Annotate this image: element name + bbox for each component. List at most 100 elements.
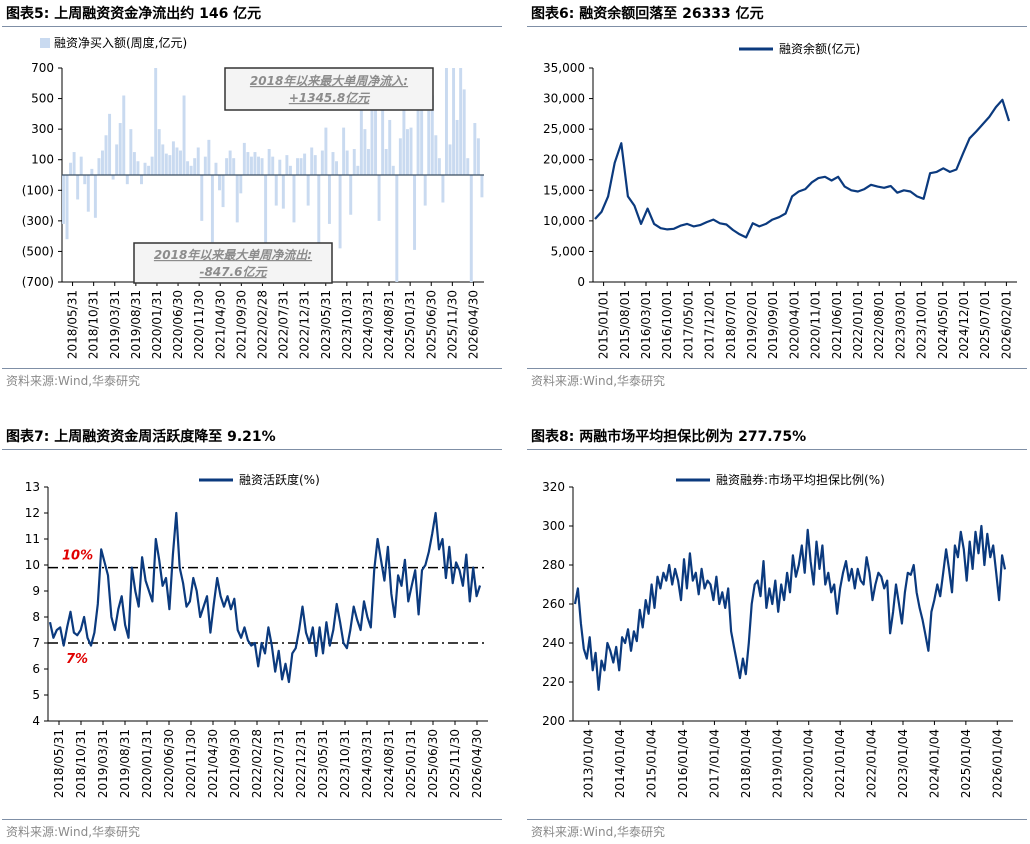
bar <box>193 158 197 175</box>
bar <box>381 68 385 175</box>
legend-label: 融资余额(亿元) <box>779 41 860 56</box>
bar <box>437 158 441 175</box>
x-tick-label: 2026/04/30 <box>466 290 480 359</box>
bar <box>79 156 83 175</box>
bar <box>257 156 260 175</box>
bar <box>370 104 374 175</box>
chart-panel-7: 图表7: 上周融资资金周活跃度降至 9.21% 13 12 11 10 9 8 7 6 5 4 20… <box>2 423 502 843</box>
bar <box>324 127 328 175</box>
bar <box>218 175 221 191</box>
x-tick-label: 2025/01/04 <box>959 729 973 798</box>
bar <box>402 89 406 175</box>
bar <box>253 152 257 175</box>
y-tick-label: 700 <box>31 61 54 75</box>
bar <box>157 129 161 175</box>
bar <box>377 175 381 221</box>
x-tick-label: 2019/03/31 <box>96 729 110 798</box>
y-tick-label: 300 <box>31 122 54 136</box>
x-tick-label: 2024/05/01 <box>936 290 950 359</box>
bar <box>97 158 101 175</box>
bar <box>129 129 133 175</box>
bar <box>65 175 69 240</box>
y-tick-label: (300) <box>22 214 54 228</box>
bar <box>299 158 303 175</box>
bar <box>327 175 331 224</box>
x-tick-label: 2021/09/30 <box>228 729 242 798</box>
x-tick-label: 2026/02/01 <box>999 290 1013 359</box>
legend-label: 融资融券:市场平均担保比例(%) <box>716 472 885 487</box>
x-tick-label: 2023/10/31 <box>338 729 352 798</box>
source-note: 资料来源:Wind,华泰研究 <box>531 374 666 388</box>
reference-label: 7% <box>66 652 88 667</box>
bar <box>143 162 147 175</box>
y-tick-label: 15,000 <box>543 183 585 197</box>
x-tick-label: 2023/01/04 <box>896 729 910 798</box>
y-tick-label: 8 <box>32 610 40 624</box>
y-tick-label: 11 <box>25 532 40 546</box>
annotation-box-max-inflow <box>224 67 434 111</box>
x-tick-label: 2019/09/01 <box>766 290 780 359</box>
bar <box>292 175 296 223</box>
bar <box>196 147 200 175</box>
title-divider <box>2 449 502 450</box>
bar <box>356 165 360 175</box>
x-tick-label: 2022/01/01 <box>851 290 865 359</box>
bar <box>441 175 445 203</box>
x-tick-label: 2020/01/31 <box>150 290 164 359</box>
x-tick-label: 2022/01/04 <box>865 729 879 798</box>
bar <box>200 175 204 221</box>
title-divider <box>527 26 1027 27</box>
chart-panel-5: 图表5: 上周融资资金净流出约 146 亿元 700 500 300 100 (100)… <box>2 0 502 420</box>
bar <box>313 155 317 175</box>
y-tick-label: 25,000 <box>543 122 585 136</box>
x-tick-label: 2013/01/04 <box>582 729 596 798</box>
bar <box>398 138 402 175</box>
bar <box>476 138 480 175</box>
y-tick-label: 220 <box>542 675 565 689</box>
y-tick-label: (700) <box>22 275 54 289</box>
x-tick-label: 2021/01/04 <box>833 729 847 798</box>
bar <box>164 153 168 175</box>
bar <box>462 89 466 175</box>
bar <box>338 175 342 249</box>
y-tick-label: 4 <box>32 714 40 728</box>
source-divider <box>2 819 502 820</box>
bar <box>374 89 378 175</box>
legend-label: 融资净买入额(周度,亿元) <box>54 35 187 50</box>
y-tick-label: 7 <box>32 636 40 650</box>
bar <box>186 161 190 175</box>
bar <box>168 155 172 175</box>
bar <box>363 129 367 175</box>
y-tick-label: 20,000 <box>543 153 585 167</box>
x-tick-label: 2018/05/31 <box>66 290 80 359</box>
bar <box>161 144 165 175</box>
bar <box>384 149 388 175</box>
x-tick-label: 2020/11/30 <box>184 729 198 798</box>
y-tick-label: 10 <box>25 558 40 572</box>
bar <box>306 175 310 206</box>
x-tick-label: 2024/03/31 <box>361 290 375 359</box>
title-divider <box>527 449 1027 450</box>
bar <box>359 68 363 175</box>
bar <box>239 175 243 194</box>
bar <box>221 175 225 208</box>
y-tick-label: 30,000 <box>543 92 585 106</box>
x-tick-label: 2018/01/04 <box>739 729 753 798</box>
bar <box>179 150 182 175</box>
x-tick-label: 2026/01/04 <box>990 729 1004 798</box>
collateral-ratio-line-chart: 320 300 280 260 240 220 200 2013/01/04 2014/01/0… <box>542 472 1013 798</box>
bar <box>136 161 140 175</box>
y-tick-label: (100) <box>22 183 54 197</box>
source-divider <box>2 368 502 369</box>
bar <box>83 175 87 185</box>
x-tick-label: 2025/11/30 <box>445 290 459 359</box>
y-tick-label: 280 <box>542 558 565 572</box>
x-tick-label: 2023/10/31 <box>340 290 354 359</box>
y-tick-label: 200 <box>542 714 565 728</box>
reference-label: 10% <box>62 549 93 564</box>
bar <box>132 152 136 175</box>
bar <box>189 165 193 175</box>
y-tick-label: 10,000 <box>543 214 585 228</box>
y-tick-label: 320 <box>542 480 565 494</box>
x-tick-label: 2023/03/01 <box>893 290 907 359</box>
